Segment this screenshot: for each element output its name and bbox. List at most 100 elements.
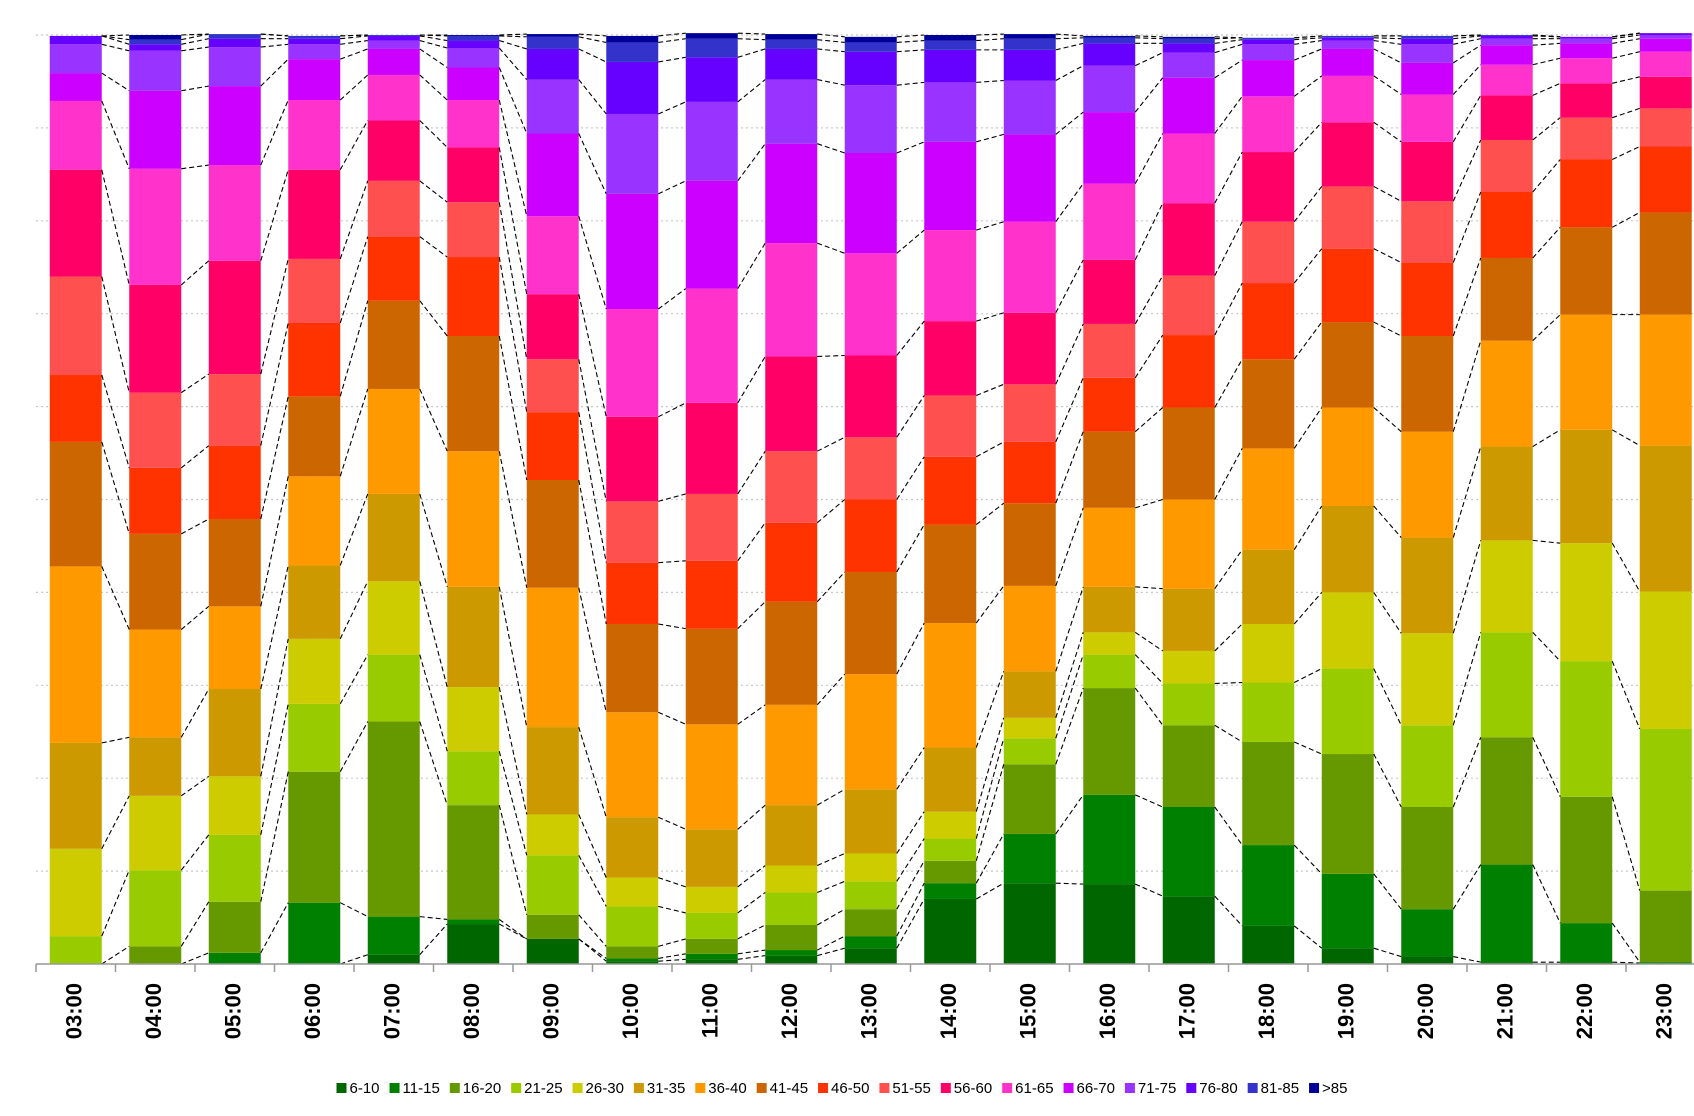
bar-segment bbox=[1480, 540, 1533, 633]
connector bbox=[339, 721, 369, 772]
connector bbox=[658, 560, 686, 564]
connector bbox=[896, 320, 925, 356]
legend-item: 61-65 bbox=[1002, 1080, 1054, 1097]
bar-segment bbox=[49, 742, 102, 849]
bar-segment bbox=[288, 565, 341, 639]
connector bbox=[578, 914, 607, 947]
bars bbox=[49, 33, 1692, 964]
connector bbox=[658, 493, 686, 502]
bar-segment bbox=[367, 180, 420, 237]
bar-segment bbox=[765, 39, 818, 49]
connector bbox=[737, 48, 766, 58]
connector bbox=[1453, 35, 1481, 40]
bar-segment bbox=[1639, 591, 1692, 729]
connector bbox=[339, 236, 369, 324]
connector bbox=[1055, 183, 1084, 223]
x-tick-label: 03:00 bbox=[62, 983, 87, 1039]
legend-item: 21-25 bbox=[511, 1080, 563, 1097]
connector bbox=[1134, 631, 1164, 652]
connector bbox=[1452, 44, 1482, 64]
bar-segment bbox=[526, 216, 579, 295]
bar-segment bbox=[367, 74, 420, 121]
connector bbox=[1532, 864, 1561, 924]
connector bbox=[1532, 226, 1561, 259]
connector bbox=[578, 33, 607, 37]
connector bbox=[1452, 95, 1482, 143]
connector bbox=[578, 587, 607, 713]
bar-segment bbox=[129, 392, 182, 468]
connector bbox=[1452, 64, 1482, 95]
legend-swatch bbox=[572, 1083, 583, 1093]
connector bbox=[1293, 407, 1323, 449]
legend-label: 11-15 bbox=[403, 1080, 440, 1097]
connector bbox=[896, 229, 925, 254]
bar-segment bbox=[1162, 203, 1215, 276]
connector bbox=[340, 48, 368, 60]
bar-segment bbox=[1639, 890, 1692, 963]
bar-segment bbox=[129, 870, 182, 947]
connector bbox=[1452, 340, 1482, 432]
legend-swatch bbox=[336, 1083, 347, 1093]
bar-segment bbox=[288, 396, 341, 477]
bar-segment bbox=[1162, 335, 1215, 408]
connector bbox=[1532, 539, 1561, 544]
legend-item: 16-20 bbox=[449, 1080, 501, 1097]
bar-segment bbox=[924, 456, 977, 525]
connector bbox=[181, 33, 209, 36]
legend-item: 51-55 bbox=[879, 1080, 931, 1097]
bar-segment bbox=[1083, 884, 1136, 964]
connector bbox=[1452, 139, 1482, 202]
bar-segment bbox=[606, 113, 659, 194]
bar-segment bbox=[447, 919, 500, 925]
bar-segment bbox=[924, 82, 977, 142]
connector bbox=[1214, 724, 1243, 743]
connector bbox=[260, 771, 289, 902]
bar-segment bbox=[288, 258, 341, 323]
bar-segment bbox=[844, 789, 897, 854]
bar-segment bbox=[1242, 39, 1295, 45]
connector bbox=[1293, 186, 1323, 223]
bar-segment bbox=[1083, 35, 1136, 38]
bar-segment bbox=[1480, 864, 1533, 963]
connector bbox=[1373, 75, 1402, 95]
connector bbox=[1532, 159, 1561, 193]
bar-segment bbox=[1560, 543, 1613, 662]
bar-segment bbox=[924, 35, 977, 41]
connector bbox=[658, 101, 686, 115]
legend-swatch bbox=[511, 1083, 522, 1093]
bar-segment bbox=[526, 814, 579, 856]
connector bbox=[1214, 39, 1243, 44]
bar-segment bbox=[129, 946, 182, 964]
connector bbox=[1214, 95, 1243, 134]
bar-segment bbox=[526, 34, 579, 37]
connector bbox=[896, 40, 925, 43]
bar-segment bbox=[606, 623, 659, 713]
bar-segment bbox=[844, 936, 897, 949]
legend-swatch bbox=[1309, 1083, 1320, 1093]
bar-segment bbox=[1162, 133, 1215, 204]
legend-label: 76-80 bbox=[1199, 1080, 1237, 1097]
connector bbox=[180, 775, 210, 797]
bar-segment bbox=[1242, 152, 1295, 222]
bar-segment bbox=[1162, 683, 1215, 726]
bar-segment bbox=[1560, 36, 1613, 39]
bar-segment bbox=[1003, 717, 1056, 739]
connector bbox=[975, 882, 1005, 900]
bar-segment bbox=[1560, 38, 1613, 44]
connector bbox=[1134, 275, 1164, 325]
bar-segment bbox=[1003, 38, 1056, 50]
connector bbox=[1055, 111, 1084, 135]
connector bbox=[339, 581, 369, 640]
bar-segment bbox=[129, 533, 182, 630]
bar-segment bbox=[1242, 623, 1295, 683]
connector bbox=[975, 764, 1005, 862]
bar-segment bbox=[1003, 503, 1056, 586]
bar-segment bbox=[526, 587, 579, 728]
connector bbox=[1055, 654, 1084, 739]
connector bbox=[101, 169, 130, 286]
bar-segment bbox=[1480, 95, 1533, 140]
bar-segment bbox=[1083, 323, 1136, 378]
bar-segment bbox=[1321, 754, 1374, 874]
connector bbox=[976, 38, 1004, 42]
connector bbox=[1294, 48, 1322, 61]
